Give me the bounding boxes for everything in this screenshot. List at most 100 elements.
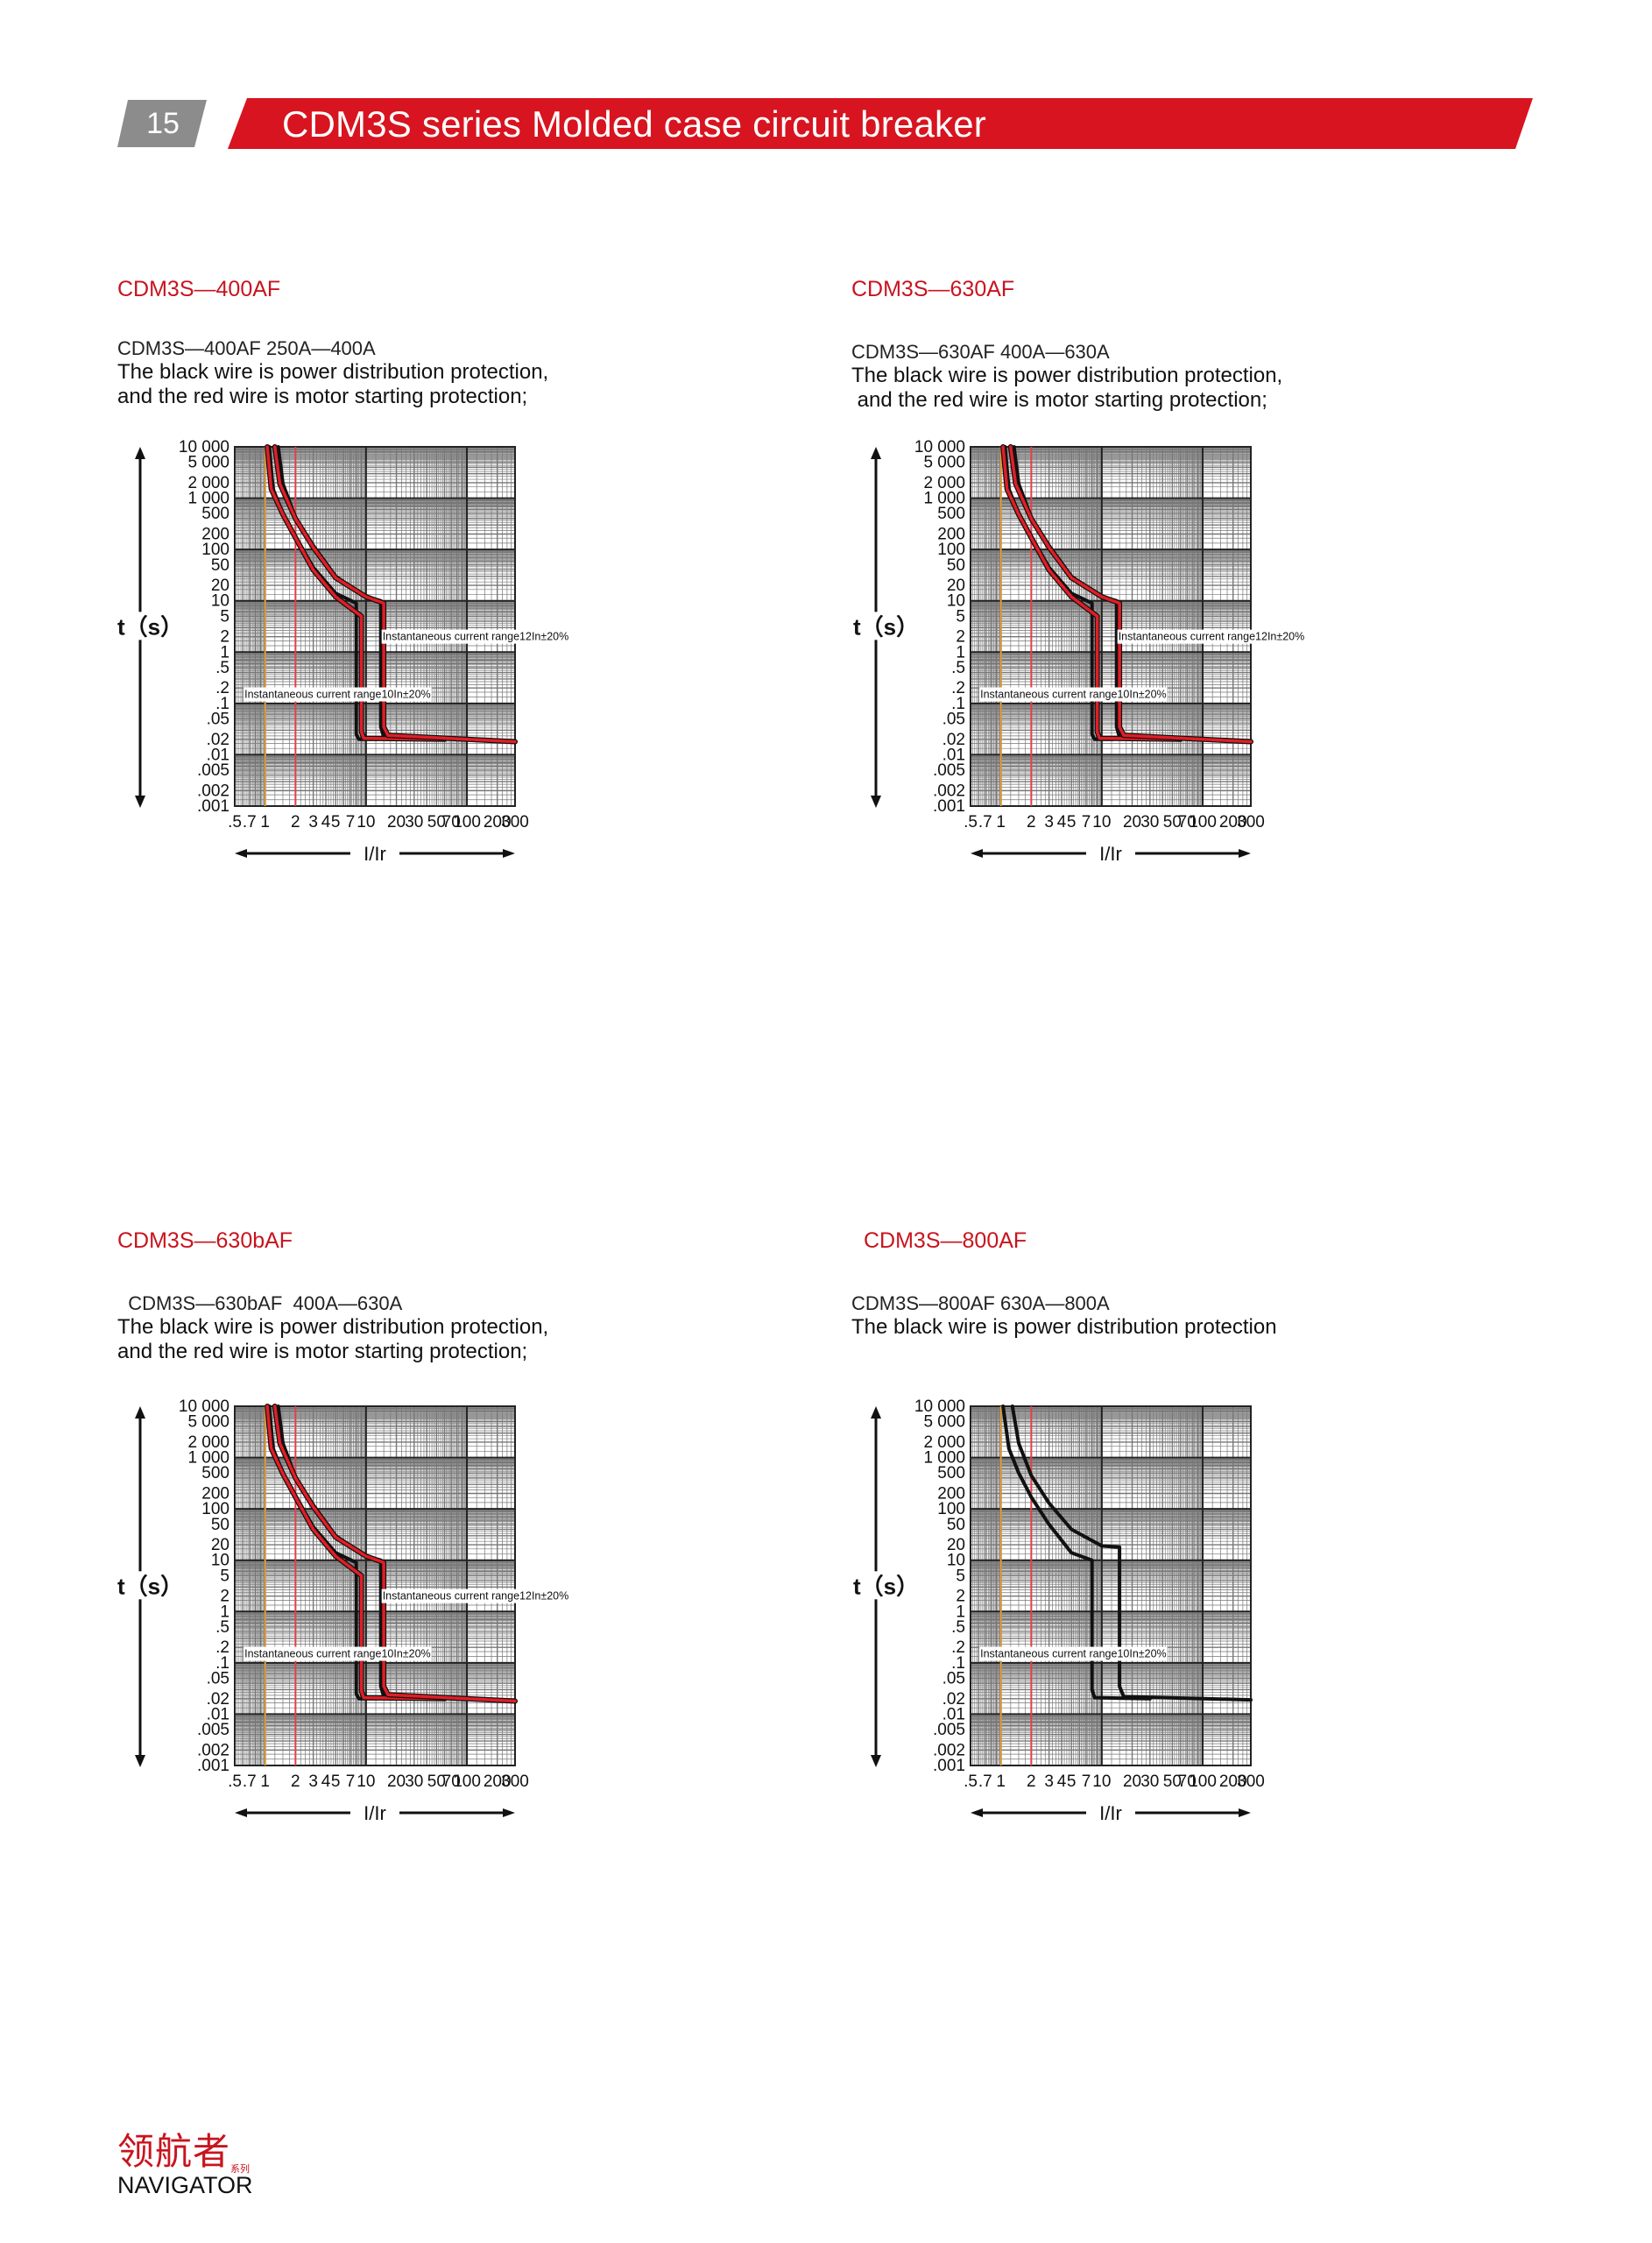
y-tick-label: 5 000 bbox=[923, 1413, 965, 1432]
x-axis-arrow-left bbox=[235, 1808, 247, 1817]
series-line bbox=[273, 445, 517, 744]
x-tick-label: 20 bbox=[1123, 813, 1141, 831]
x-tick-label: 1 bbox=[996, 813, 1006, 831]
x-tick-label: 4 bbox=[321, 813, 331, 831]
y-tick-label: .2 bbox=[951, 679, 965, 697]
y-tick-label: 10 000 bbox=[179, 1397, 229, 1416]
y-tick-label: .002 bbox=[197, 1741, 229, 1759]
x-tick-label: 3 bbox=[1044, 1772, 1054, 1791]
y-axis-arrow-up bbox=[871, 447, 881, 459]
y-tick-label: 1 000 bbox=[187, 1449, 229, 1468]
x-axis-arrow-left bbox=[235, 849, 247, 858]
y-tick-label: .002 bbox=[197, 782, 229, 800]
section-630af: CDM3S—630AF CDM3S—630AF 400A—630A The bl… bbox=[851, 277, 1605, 413]
x-tick-label: 10 bbox=[357, 1772, 375, 1791]
y-tick-label: .01 bbox=[207, 746, 229, 764]
y-tick-label: 200 bbox=[201, 526, 229, 544]
section-title: CDM3S—400AF bbox=[117, 277, 281, 301]
x-tick-label: 70 bbox=[1178, 1772, 1197, 1791]
title-banner bbox=[228, 98, 1533, 149]
x-tick-label: 200 bbox=[1219, 1772, 1247, 1791]
y-tick-label: 2 000 bbox=[923, 474, 965, 492]
x-tick-label: 200 bbox=[1219, 813, 1247, 831]
x-tick-label: 10 bbox=[1092, 1772, 1111, 1791]
y-tick-label: .02 bbox=[207, 1690, 229, 1709]
y-tick-label: .005 bbox=[197, 1721, 229, 1739]
x-axis-arrow-right bbox=[1239, 849, 1251, 858]
y-tick-label: 1 000 bbox=[187, 490, 229, 508]
x-tick-label: 50 bbox=[1163, 813, 1182, 831]
x-tick-label: 4 bbox=[321, 1772, 331, 1791]
section-desc-line1: The black wire is power distribution pro… bbox=[851, 1315, 1277, 1339]
x-tick-label: 100 bbox=[1189, 1772, 1217, 1791]
annotation-bg bbox=[1117, 629, 1306, 644]
logo-chinese-small: 系列 bbox=[230, 2163, 251, 2175]
x-tick-label: 50 bbox=[427, 1772, 446, 1791]
series-line bbox=[273, 1405, 517, 1703]
x-tick-label: 5 bbox=[1067, 1772, 1077, 1791]
series-line bbox=[1001, 445, 1183, 741]
x-tick-label: 4 bbox=[1057, 1772, 1067, 1791]
x-axis-title-bg bbox=[350, 1801, 399, 1825]
annotation-bg bbox=[381, 629, 570, 644]
section-model: CDM3S—800AF 630A—800A bbox=[851, 1292, 1110, 1314]
x-tick-label: 20 bbox=[1123, 1772, 1141, 1791]
x-tick-label: 200 bbox=[484, 813, 512, 831]
y-tick-label: .5 bbox=[951, 1618, 965, 1637]
x-tick-label: 200 bbox=[484, 1772, 512, 1791]
x-axis-title-bg bbox=[1086, 1801, 1135, 1825]
x-tick-label: 2 bbox=[291, 813, 300, 831]
x-tick-label: 70 bbox=[442, 1772, 461, 1791]
y-axis-arrow-down bbox=[135, 1755, 145, 1767]
y-tick-label: .05 bbox=[942, 710, 965, 728]
plot-frame bbox=[234, 1405, 516, 1766]
x-axis-title: I/Ir bbox=[364, 1802, 386, 1824]
y-axis-arrow-down bbox=[871, 796, 881, 808]
x-tick-label: .7 bbox=[243, 813, 257, 831]
x-tick-label: 70 bbox=[1178, 813, 1197, 831]
y-tick-label: 5 bbox=[956, 607, 965, 626]
plot-frame bbox=[970, 446, 1252, 807]
y-tick-label: 200 bbox=[937, 1485, 965, 1504]
x-tick-label: 300 bbox=[1237, 1772, 1265, 1791]
y-tick-label: .1 bbox=[215, 1654, 229, 1673]
y-tick-label: .02 bbox=[942, 1690, 965, 1709]
section-desc-line1: The black wire is power distribution pro… bbox=[117, 1315, 549, 1339]
y-axis-arrow-up bbox=[135, 1406, 145, 1419]
x-tick-label: 3 bbox=[308, 813, 318, 831]
annotation-label: Instantaneous current range12In±20% bbox=[383, 631, 569, 643]
annotation-bg bbox=[979, 687, 1168, 702]
x-tick-label: 30 bbox=[405, 813, 423, 831]
section-desc-line2: and the red wire is motor starting prote… bbox=[117, 1340, 528, 1363]
y-axis-title-bg bbox=[116, 1571, 203, 1600]
y-tick-label: 50 bbox=[211, 556, 229, 575]
annotation-bg bbox=[244, 687, 432, 702]
x-tick-label: .7 bbox=[243, 1772, 257, 1791]
y-tick-label: 10 bbox=[211, 592, 229, 611]
y-tick-label: .05 bbox=[942, 1669, 965, 1688]
x-axis-arrow-right bbox=[503, 1808, 515, 1817]
y-tick-label: 5 bbox=[220, 607, 229, 626]
y-tick-label: 2 bbox=[220, 628, 229, 647]
x-tick-label: 20 bbox=[387, 1772, 406, 1791]
x-tick-label: 2 bbox=[1027, 813, 1036, 831]
section-desc-line1: The black wire is power distribution pro… bbox=[117, 360, 549, 384]
annotation-label: Instantaneous current range10In±20% bbox=[980, 689, 1167, 701]
y-tick-label: 1 bbox=[220, 1603, 229, 1621]
y-tick-label: .5 bbox=[951, 659, 965, 677]
x-tick-label: 30 bbox=[1140, 1772, 1159, 1791]
y-tick-label: 10 bbox=[947, 1552, 965, 1570]
y-tick-label: 2 bbox=[956, 1588, 965, 1606]
x-tick-label: .5 bbox=[964, 1772, 978, 1791]
x-tick-label: 100 bbox=[453, 813, 481, 831]
section-model: CDM3S—630bAF 400A—630A bbox=[117, 1292, 403, 1314]
y-tick-label: 50 bbox=[211, 1516, 229, 1534]
y-tick-label: 5 000 bbox=[923, 454, 965, 472]
y-axis-title: t（s） bbox=[117, 613, 183, 640]
section-630baf: CDM3S—630bAF CDM3S—630bAF 400A—630A The … bbox=[117, 1228, 871, 1364]
logo-chinese: 领航者 bbox=[117, 2130, 231, 2173]
page-number-tab bbox=[117, 100, 207, 147]
x-tick-label: 300 bbox=[501, 1772, 529, 1791]
y-axis-title: t（s） bbox=[853, 613, 919, 640]
